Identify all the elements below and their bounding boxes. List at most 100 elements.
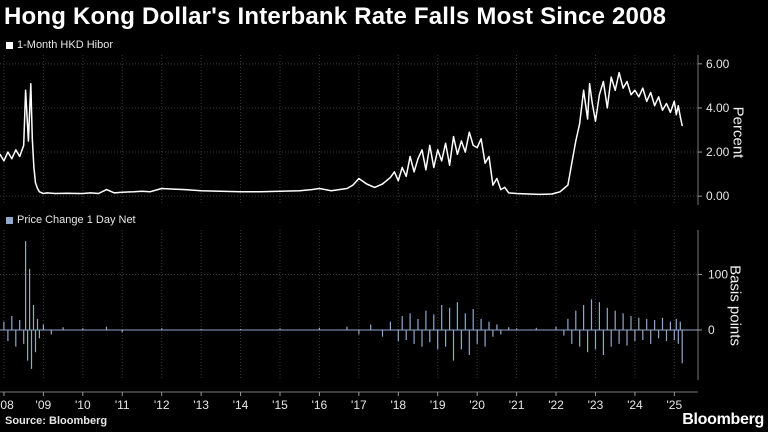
hibor-point-24 bbox=[113, 192, 115, 194]
hibor-point-50 bbox=[389, 176, 391, 178]
hibor-point-99 bbox=[606, 107, 608, 109]
x-tick-label-9: '17 bbox=[351, 398, 367, 412]
x-tick-label-12: '20 bbox=[469, 398, 485, 412]
hibor-point-93 bbox=[587, 118, 589, 120]
hibor-point-81 bbox=[516, 192, 518, 195]
x-tick-label-13: '21 bbox=[509, 398, 525, 412]
hibor-point-67 bbox=[456, 153, 458, 155]
hibor-point-23 bbox=[105, 189, 108, 191]
hibor-point-33 bbox=[200, 190, 202, 192]
hibor-point-32 bbox=[184, 189, 186, 191]
legend-swatch-white bbox=[6, 41, 13, 49]
hibor-point-105 bbox=[630, 94, 632, 96]
hibor-point-8 bbox=[27, 140, 29, 142]
hibor-point-42 bbox=[338, 189, 340, 191]
hibor-point-96 bbox=[594, 120, 597, 122]
hibor-point-65 bbox=[449, 164, 451, 166]
hibor-point-72 bbox=[476, 147, 478, 149]
hibor-point-26 bbox=[133, 191, 135, 193]
hibor-point-90 bbox=[575, 140, 577, 142]
hibor-point-113 bbox=[661, 109, 664, 111]
hibor-point-69 bbox=[464, 151, 466, 153]
bloomberg-logo: Bloomberg bbox=[682, 411, 764, 428]
legend-price-change: Price Change 1 Day Net bbox=[6, 214, 136, 226]
hibor-point-2 bbox=[7, 151, 9, 153]
hibor-point-25 bbox=[121, 191, 123, 193]
hibor-point-6 bbox=[23, 144, 25, 146]
hibor-point-73 bbox=[480, 138, 482, 140]
x-tick-label-14: '22 bbox=[548, 398, 564, 412]
hibor-point-62 bbox=[437, 149, 439, 151]
hibor-point-85 bbox=[555, 192, 557, 194]
hibor-point-15 bbox=[42, 192, 45, 195]
y-tick-label-top-2: 4.00 bbox=[706, 101, 730, 115]
hibor-point-106 bbox=[634, 89, 636, 91]
hibor-point-52 bbox=[397, 180, 399, 182]
hibor-point-5 bbox=[19, 155, 21, 158]
x-tick-label-1: '09 bbox=[36, 398, 52, 412]
hibor-point-68 bbox=[460, 140, 462, 142]
hibor-point-117 bbox=[675, 114, 677, 116]
hibor-point-118 bbox=[677, 105, 679, 107]
hibor-point-71 bbox=[472, 144, 474, 146]
series-line-hibor bbox=[0, 71, 683, 196]
hibor-point-35 bbox=[240, 191, 242, 193]
hibor-point-4 bbox=[15, 149, 17, 151]
hibor-point-51 bbox=[393, 171, 395, 173]
x-tick-label-11: '19 bbox=[430, 398, 446, 412]
legend-hibor: 1-Month HKD Hibor bbox=[6, 39, 113, 51]
y-axis-label-basis-points: Basis points bbox=[726, 265, 744, 346]
hibor-point-31 bbox=[172, 188, 175, 190]
hibor-point-16 bbox=[46, 192, 48, 194]
hibor-point-79 bbox=[504, 186, 506, 188]
hibor-point-53 bbox=[401, 166, 403, 169]
hibor-point-104 bbox=[626, 80, 628, 83]
y-tick-label-top-3: 6.00 bbox=[706, 57, 730, 71]
hibor-point-7 bbox=[25, 89, 27, 91]
hibor-point-44 bbox=[352, 184, 354, 186]
hibor-point-20 bbox=[82, 192, 84, 195]
hibor-point-39 bbox=[310, 189, 313, 191]
hibor-point-98 bbox=[602, 80, 605, 83]
y-tick-label-top-1: 2.00 bbox=[706, 145, 730, 159]
hibor-point-38 bbox=[299, 190, 301, 192]
hibor-point-58 bbox=[421, 149, 423, 151]
hibor-point-54 bbox=[405, 175, 407, 177]
hibor-point-109 bbox=[646, 100, 648, 102]
source-note: Source: Bloomberg bbox=[5, 415, 108, 427]
hibor-point-18 bbox=[66, 192, 68, 194]
hibor-point-78 bbox=[500, 189, 502, 191]
hibor-point-111 bbox=[654, 105, 656, 107]
hibor-point-36 bbox=[259, 191, 261, 193]
x-tick-label-6: '14 bbox=[233, 398, 249, 412]
hibor-point-1 bbox=[3, 160, 5, 162]
hibor-point-80 bbox=[508, 192, 510, 194]
hibor-point-64 bbox=[445, 142, 447, 144]
x-tick-label-8: '16 bbox=[312, 398, 328, 412]
x-tick-label-5: '13 bbox=[193, 398, 209, 412]
hibor-point-108 bbox=[642, 87, 644, 89]
hibor-point-19 bbox=[78, 192, 80, 195]
hibor-point-59 bbox=[425, 169, 427, 171]
legend-price-change-label: Price Change 1 Day Net bbox=[17, 214, 136, 226]
hibor-point-75 bbox=[488, 155, 490, 158]
hibor-point-84 bbox=[551, 193, 553, 195]
hibor-point-40 bbox=[318, 187, 320, 190]
hibor-point-14 bbox=[38, 191, 41, 193]
hibor-point-43 bbox=[346, 187, 348, 190]
hibor-point-114 bbox=[665, 102, 668, 105]
x-tick-label-17: '25 bbox=[667, 398, 683, 412]
hibor-point-27 bbox=[141, 190, 143, 192]
hibor-point-13 bbox=[36, 187, 39, 190]
hibor-point-95 bbox=[591, 102, 593, 105]
hibor-point-112 bbox=[658, 96, 660, 98]
hibor-point-76 bbox=[492, 184, 494, 186]
hibor-point-94 bbox=[589, 83, 591, 85]
hibor-point-110 bbox=[650, 91, 652, 94]
hibor-point-46 bbox=[366, 183, 368, 185]
hibor-point-107 bbox=[638, 96, 640, 98]
hibor-point-101 bbox=[614, 89, 616, 91]
hibor-point-120 bbox=[681, 125, 683, 127]
hibor-point-89 bbox=[571, 162, 573, 164]
hibor-point-92 bbox=[583, 89, 585, 91]
